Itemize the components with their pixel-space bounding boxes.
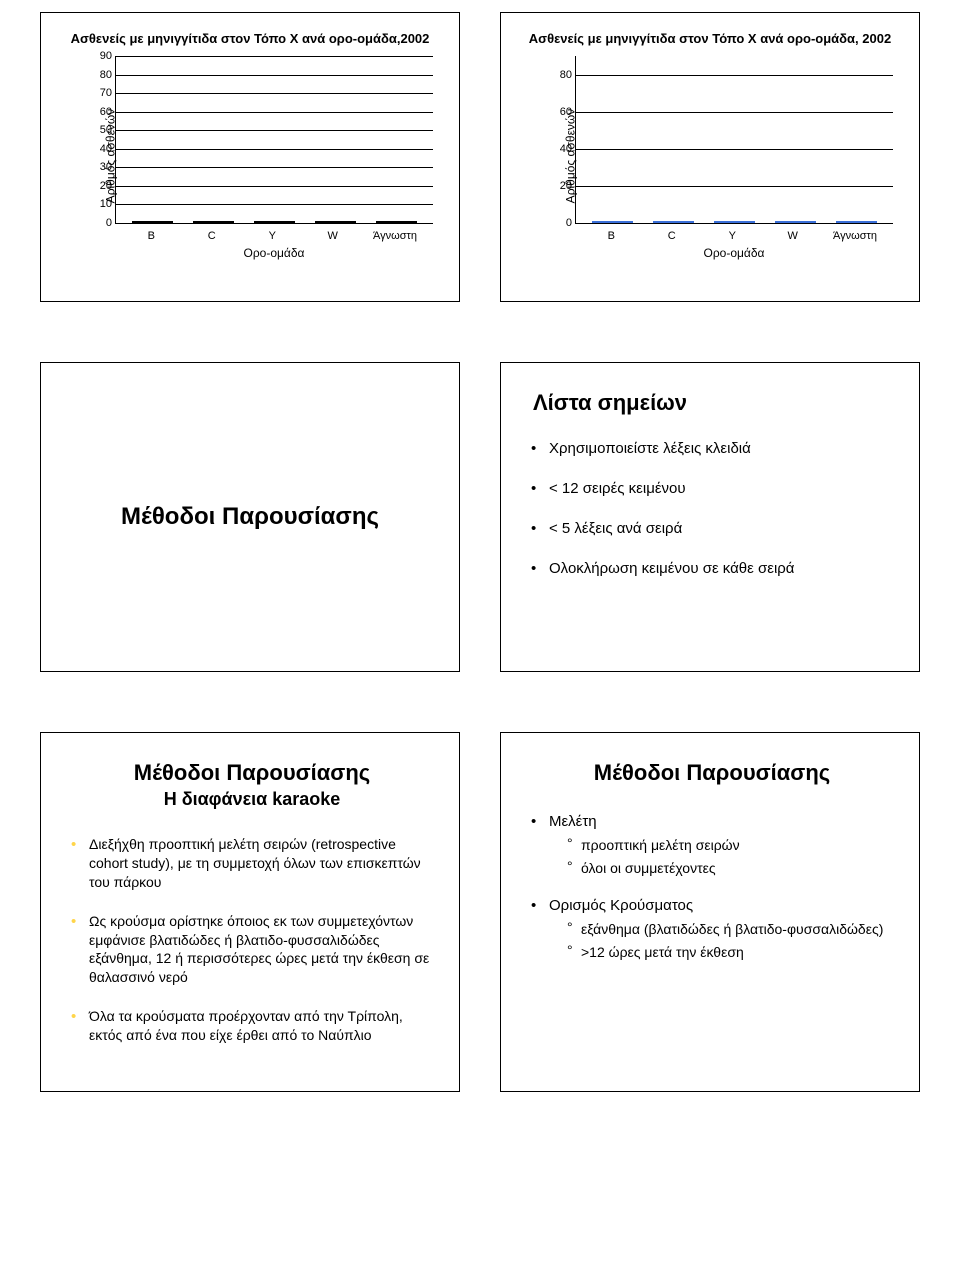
list-item: Όλα τα κρούσματα προέρχονταν από την Τρί…: [71, 1007, 433, 1045]
chart-slide-2: Ασθενείς με μηνιγγίτιδα στον Τόπο Χ ανά …: [500, 12, 920, 302]
x-tick-label: B: [591, 230, 632, 242]
bar: [193, 221, 234, 223]
bar: [254, 221, 295, 223]
y-tick-label: 0: [88, 217, 112, 229]
x-tick-label: W: [773, 230, 814, 242]
bar: [132, 221, 173, 223]
chart-slide-1: Ασθενείς με μηνιγγίτιδα στον Τόπο Χ ανά …: [40, 12, 460, 302]
y-tick-label: 0: [548, 217, 572, 229]
y-tick-label: 20: [548, 180, 572, 192]
list-item: Ολοκλήρωση κειμένου σε κάθε σειρά: [531, 559, 893, 579]
y-tick-label: 40: [548, 143, 572, 155]
y-tick-label: 30: [88, 161, 112, 173]
bullet-list: Διεξήχθη προοπτική μελέτη σειρών (retros…: [71, 835, 433, 1045]
bar: [775, 221, 816, 223]
y-tick-label: 20: [88, 180, 112, 192]
slide-methods-title: Μέθοδοι Παρουσίασης: [40, 362, 460, 672]
bar: [836, 221, 877, 223]
sub-item: όλοι οι συμμετέχοντες: [567, 859, 893, 878]
x-axis-label: Ορο-ομάδα: [575, 246, 893, 260]
list-item: Ορισμός Κρούσματος εξάνθημα (βλατιδώδες …: [531, 896, 893, 962]
list-item: Ως κρούσμα ορίστηκε όποιος εκ των συμμετ…: [71, 912, 433, 988]
x-tick-label: Άγνωστη: [373, 230, 417, 242]
y-tick-label: 50: [88, 124, 112, 136]
x-tick-label: W: [313, 230, 354, 242]
list-item: < 5 λέξεις ανά σειρά: [531, 519, 893, 539]
sub-item: εξάνθημα (βλατιδώδες ή βλατιδο-φυσσαλιδώ…: [567, 920, 893, 939]
x-tick-label: C: [652, 230, 693, 242]
x-tick-label: Y: [252, 230, 293, 242]
y-tick-label: 60: [548, 106, 572, 118]
y-tick-label: 80: [88, 69, 112, 81]
bar: [653, 221, 694, 223]
list-item: Μελέτη προοπτική μελέτη σειρών όλοι οι σ…: [531, 812, 893, 878]
chart-title: Ασθενείς με μηνιγγίτιδα στον Τόπο Χ ανά …: [57, 31, 443, 46]
x-tick-label: C: [192, 230, 233, 242]
slide-methods-detail: Μέθοδοι Παρουσίασης Μελέτη προοπτική μελ…: [500, 732, 920, 1092]
bullet-list: Χρησιμοποιείστε λέξεις κλειδιά < 12 σειρ…: [531, 439, 893, 580]
bullet-list: Μελέτη προοπτική μελέτη σειρών όλοι οι σ…: [531, 812, 893, 962]
y-tick-label: 70: [88, 87, 112, 99]
x-tick-label: B: [131, 230, 172, 242]
list-item: Χρησιμοποιείστε λέξεις κλειδιά: [531, 439, 893, 459]
sub-item: προοπτική μελέτη σειρών: [567, 836, 893, 855]
bar: [376, 221, 417, 223]
x-tick-label: Y: [712, 230, 753, 242]
bar: [714, 221, 755, 223]
chart-title: Ασθενείς με μηνιγγίτιδα στον Τόπο Χ ανά …: [517, 31, 903, 46]
y-tick-label: 10: [88, 198, 112, 210]
x-tick-label: Άγνωστη: [833, 230, 877, 242]
y-tick-label: 60: [88, 106, 112, 118]
bar: [315, 221, 356, 223]
y-tick-label: 90: [88, 50, 112, 62]
y-tick-label: 80: [548, 69, 572, 81]
slide-title: Μέθοδοι Παρουσίασης: [531, 759, 893, 788]
slide-karaoke: Μέθοδοι Παρουσίασης Η διαφάνεια karaoke …: [40, 732, 460, 1092]
slide-title: Λίστα σημείων: [533, 389, 893, 417]
bar: [592, 221, 633, 223]
slide-title: Μέθοδοι Παρουσίασης Η διαφάνεια karaoke: [71, 759, 433, 811]
y-tick-label: 40: [88, 143, 112, 155]
slide-list-points: Λίστα σημείων Χρησιμοποιείστε λέξεις κλε…: [500, 362, 920, 672]
sub-item: >12 ώρες μετά την έκθεση: [567, 943, 893, 962]
slide-title: Μέθοδοι Παρουσίασης: [121, 503, 379, 531]
list-item: < 12 σειρές κειμένου: [531, 479, 893, 499]
list-item: Διεξήχθη προοπτική μελέτη σειρών (retros…: [71, 835, 433, 892]
x-axis-label: Ορο-ομάδα: [115, 246, 433, 260]
